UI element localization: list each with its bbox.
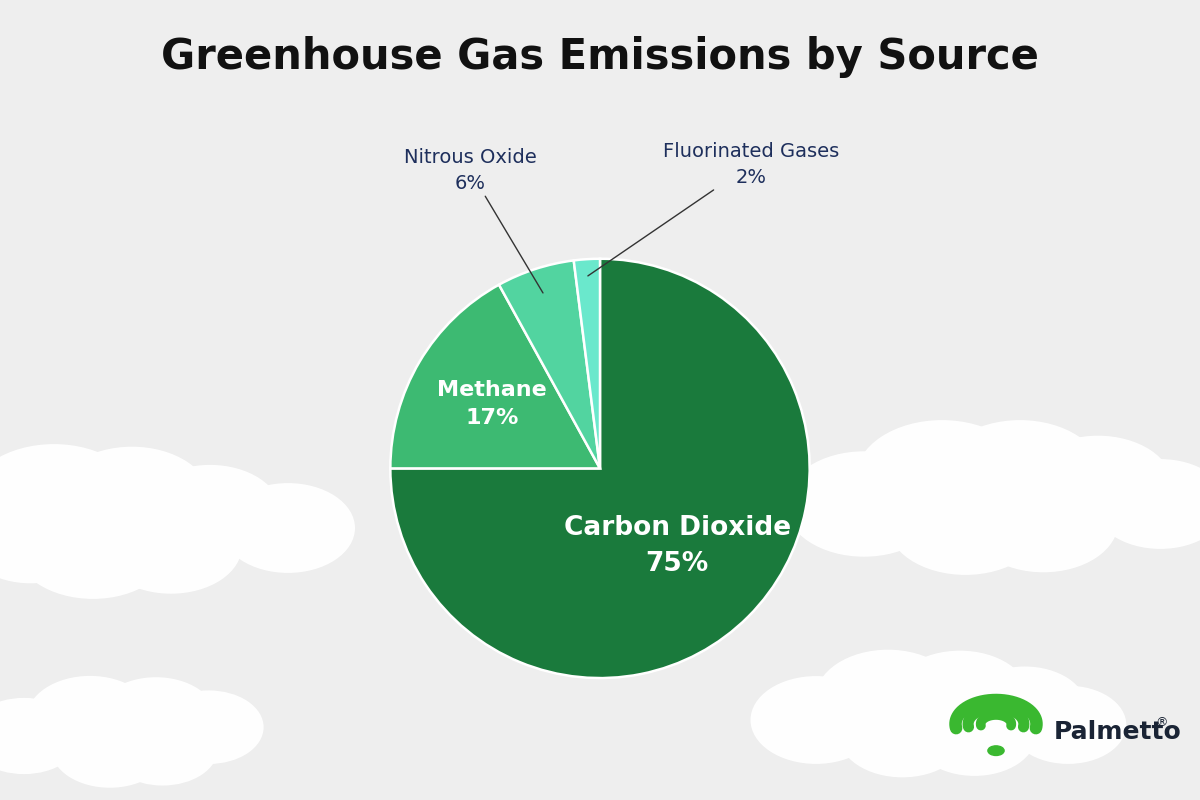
Circle shape — [0, 445, 140, 559]
Circle shape — [988, 746, 1004, 755]
Circle shape — [751, 677, 881, 763]
Circle shape — [54, 447, 210, 551]
Circle shape — [0, 698, 80, 774]
Circle shape — [0, 476, 54, 580]
Circle shape — [938, 421, 1102, 530]
Circle shape — [108, 712, 217, 785]
Wedge shape — [390, 258, 810, 678]
Text: Carbon Dioxide
75%: Carbon Dioxide 75% — [564, 514, 791, 577]
Wedge shape — [574, 258, 600, 469]
Circle shape — [786, 452, 942, 556]
Circle shape — [970, 473, 1117, 571]
Circle shape — [1010, 686, 1126, 763]
Circle shape — [52, 710, 168, 787]
Circle shape — [155, 691, 263, 763]
Text: Greenhouse Gas Emissions by Source: Greenhouse Gas Emissions by Source — [161, 36, 1039, 78]
Text: Fluorinated Gases
2%: Fluorinated Gases 2% — [588, 142, 839, 276]
Circle shape — [839, 692, 966, 777]
Text: Palmetto: Palmetto — [1054, 720, 1181, 744]
Circle shape — [1024, 437, 1172, 535]
Wedge shape — [499, 261, 600, 469]
Circle shape — [222, 484, 354, 572]
Circle shape — [140, 466, 281, 559]
Circle shape — [913, 694, 1036, 775]
Text: Nitrous Oxide
6%: Nitrous Oxide 6% — [403, 148, 542, 293]
Circle shape — [888, 470, 1044, 574]
Circle shape — [96, 678, 216, 757]
Wedge shape — [390, 285, 600, 469]
Circle shape — [28, 677, 152, 760]
Circle shape — [101, 499, 241, 593]
Circle shape — [856, 421, 1027, 535]
Circle shape — [14, 494, 172, 598]
Circle shape — [892, 651, 1028, 742]
Circle shape — [964, 667, 1086, 749]
Circle shape — [816, 650, 960, 746]
Text: Methane
17%: Methane 17% — [437, 380, 546, 428]
Text: ®: ® — [1156, 716, 1168, 729]
Circle shape — [1094, 460, 1200, 548]
Circle shape — [0, 494, 97, 582]
